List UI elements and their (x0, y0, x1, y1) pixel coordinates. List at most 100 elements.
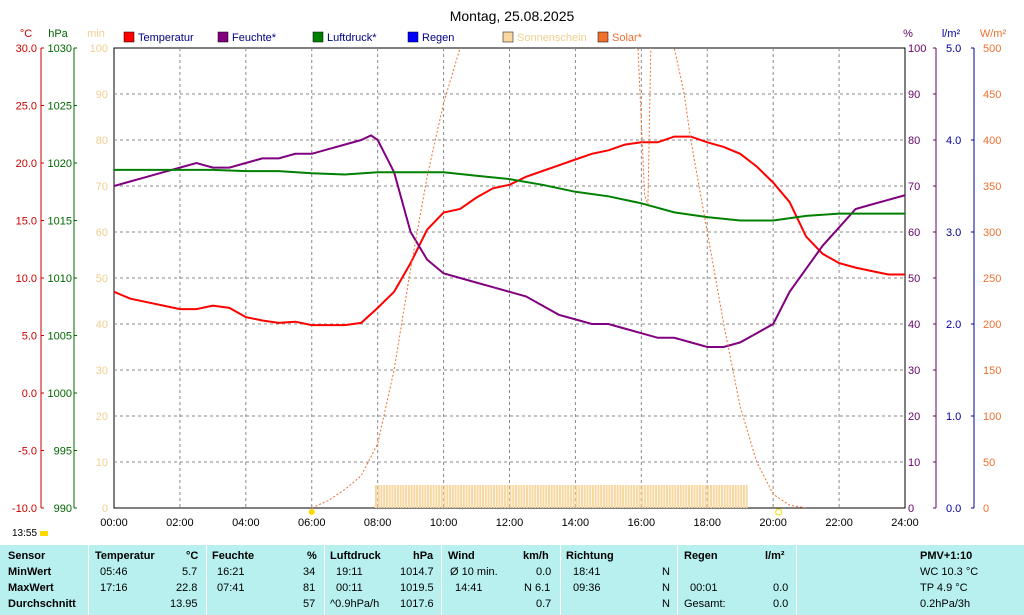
sunshine-bar (405, 485, 408, 508)
minutes-axis-tick-label: 30 (96, 365, 108, 377)
sunshine-bar (685, 485, 688, 508)
pressure-min-time: 19:11 (336, 566, 363, 578)
sunshine-bar (391, 485, 394, 508)
x-tick-label: 20:00 (759, 517, 787, 529)
sunshine-bar (718, 485, 721, 508)
wind-max-time: 14:41 (455, 582, 483, 594)
rain-total-label: Gesamt: (684, 598, 726, 610)
temp-axis-tick-label: 0.0 (22, 388, 37, 400)
sunshine-bar (399, 485, 402, 508)
sunshine-bar (726, 485, 729, 508)
x-tick-label: 24:00 (891, 517, 919, 529)
sunshine-bar (553, 485, 556, 508)
legend-swatch (312, 31, 324, 43)
sunshine-bar (547, 485, 550, 508)
series-line-feuchte (114, 134, 905, 348)
sunshine-bar (495, 485, 498, 508)
humidity-max-value: 81 (303, 582, 316, 594)
sunshine-bar (586, 485, 589, 508)
sunshine-bar (476, 485, 479, 508)
sunshine-bar (668, 485, 671, 508)
minutes-axis-tick-label: 70 (96, 181, 108, 193)
header-pmv: PMV+1:10 (920, 550, 973, 562)
humidity-min-value: 34 (303, 566, 316, 578)
row-label-average: Durchschnitt (8, 598, 76, 610)
sunshine-bar (413, 485, 416, 508)
sunshine-bar (611, 485, 614, 508)
sunshine-bar (410, 485, 413, 508)
sunshine-bar (520, 485, 523, 508)
sunshine-bar (484, 485, 487, 508)
sunshine-bar (440, 485, 443, 508)
solar-axis-tick-label: 100 (983, 411, 1001, 423)
sunshine-bar (602, 485, 605, 508)
sunshine-bar (424, 485, 427, 508)
column-divider (206, 545, 207, 615)
legend-label: Solar* (612, 32, 643, 44)
sunshine-bar (699, 485, 702, 508)
sunshine-bar (690, 485, 693, 508)
wind-average-value: 0.7 (536, 598, 552, 610)
sunshine-bar (740, 485, 743, 508)
minutes-axis-unit: min (87, 28, 105, 40)
sunshine-bar (635, 485, 638, 508)
minutes-axis-tick-label: 80 (96, 135, 108, 147)
sunshine-bar (374, 485, 377, 508)
header-rain: Regen (684, 550, 718, 562)
pressure-axis-tick-label: 1020 (48, 158, 72, 170)
sunshine-bar (449, 485, 452, 508)
solar-axis-tick-label: 450 (983, 89, 1001, 101)
header-pressure: Luftdruck (330, 550, 381, 562)
sunshine-bar (638, 485, 641, 508)
humidity-axis-tick-label: 60 (908, 227, 920, 239)
direction-row3-value: N (662, 598, 670, 610)
humidity-axis-tick-label: 10 (908, 457, 920, 469)
sunrise-marker (308, 509, 315, 515)
column-divider (796, 545, 797, 615)
sunshine-bar (517, 485, 520, 508)
sunshine-bar (564, 485, 567, 508)
sunshine-bar (394, 485, 397, 508)
sunshine-bar (682, 485, 685, 508)
sunshine-bar (737, 485, 740, 508)
sunshine-bar (663, 485, 666, 508)
sunshine-bar (649, 485, 652, 508)
rain-total-value: 0.0 (773, 598, 789, 610)
temp-min-value: 5.7 (182, 566, 198, 578)
sunshine-bar (624, 485, 627, 508)
sunshine-bar (652, 485, 655, 508)
sunset-marker (775, 508, 783, 516)
legend-label: Sonnenschein (517, 32, 587, 44)
x-tick-label: 12:00 (496, 517, 524, 529)
x-tick-label: 00:00 (100, 517, 128, 529)
humidity-axis-tick-label: 40 (908, 319, 920, 331)
header-wind-unit: km/h (523, 550, 549, 562)
row-label-min: MinWert (8, 566, 52, 578)
sunshine-bar (688, 485, 691, 508)
sunshine-bar (498, 485, 501, 508)
solar-axis-tick-label: 250 (983, 273, 1001, 285)
pressure-max-time: 00:11 (336, 582, 363, 594)
sunshine-bar (451, 485, 454, 508)
minutes-axis-tick-label: 60 (96, 227, 108, 239)
sunshine-bar (712, 485, 715, 508)
sunshine-bar (509, 485, 512, 508)
solar-axis-tick-label: 500 (983, 43, 1001, 55)
column-divider (677, 545, 678, 615)
sunshine-bar (605, 485, 608, 508)
series-line-temperatur (114, 135, 905, 327)
temp-axis-unit: °C (20, 28, 32, 40)
rain-axis-tick-label: 4.0 (946, 135, 961, 147)
temp-average-value: 13.95 (170, 598, 198, 610)
x-tick-label: 02:00 (166, 517, 194, 529)
wind-max-value: N 6.1 (524, 582, 551, 594)
header-temperature: Temperatur (95, 550, 155, 562)
current-time-label: 13:55 (12, 528, 38, 539)
sunshine-bar (493, 485, 496, 508)
sunshine-bar (377, 485, 380, 508)
sunshine-bar (715, 485, 718, 508)
pressure-axis-tick-label: 1010 (48, 273, 72, 285)
legend-label: Regen (422, 32, 454, 44)
pressure-trend: ^0.9hPa/h (330, 598, 380, 610)
legend-swatch (217, 31, 229, 43)
